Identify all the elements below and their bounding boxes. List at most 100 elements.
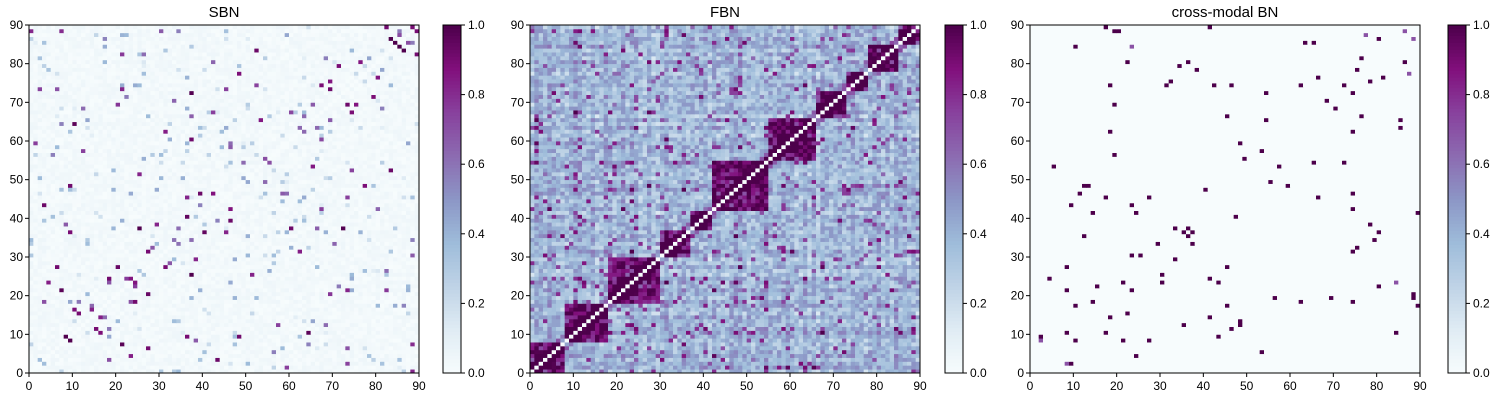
heatmap-cell bbox=[358, 226, 363, 230]
heatmap-cell bbox=[129, 346, 134, 350]
heatmap-cell bbox=[185, 346, 190, 350]
heatmap-cell bbox=[194, 280, 199, 284]
heatmap-cell bbox=[142, 230, 147, 234]
heatmap-cell bbox=[393, 272, 398, 276]
heatmap-cell bbox=[302, 296, 307, 300]
heatmap-cell bbox=[289, 350, 294, 354]
heatmap-cell bbox=[29, 234, 34, 238]
heatmap-cell bbox=[337, 276, 342, 280]
heatmap-cell bbox=[168, 334, 173, 338]
heatmap-cell bbox=[202, 300, 207, 304]
heatmap-cell bbox=[185, 280, 190, 284]
heatmap-cell bbox=[389, 315, 394, 319]
heatmap-cell bbox=[211, 334, 216, 338]
heatmap-cell bbox=[285, 288, 290, 292]
heatmap-cell bbox=[129, 245, 134, 249]
heatmap-cell bbox=[254, 342, 259, 346]
heatmap-cell bbox=[341, 296, 346, 300]
heatmap-cell bbox=[410, 203, 415, 207]
heatmap-cell bbox=[319, 354, 324, 358]
heatmap-cell bbox=[137, 276, 142, 280]
heatmap-cell bbox=[29, 338, 34, 342]
heatmap-cell bbox=[185, 350, 190, 354]
heatmap-cell bbox=[332, 315, 337, 319]
heatmap-cell bbox=[298, 207, 303, 211]
heatmap-cell bbox=[64, 230, 69, 234]
heatmap-cell bbox=[55, 292, 60, 296]
heatmap-cell bbox=[380, 350, 385, 354]
heatmap-cell bbox=[38, 361, 43, 365]
heatmap-cell bbox=[350, 292, 355, 296]
heatmap-cell bbox=[120, 257, 125, 261]
heatmap-cell bbox=[224, 280, 229, 284]
heatmap-cell bbox=[211, 191, 216, 195]
heatmap-cell bbox=[98, 249, 103, 253]
heatmap-cell bbox=[111, 172, 116, 176]
heatmap-cell bbox=[337, 195, 342, 199]
heatmap-cell bbox=[133, 242, 138, 246]
heatmap-cell bbox=[42, 199, 47, 203]
heatmap-cell bbox=[120, 226, 125, 230]
heatmap-cell bbox=[237, 203, 242, 207]
heatmap-cell bbox=[389, 272, 394, 276]
heatmap-cell bbox=[298, 296, 303, 300]
heatmap-cell bbox=[298, 180, 303, 184]
heatmap-cell bbox=[103, 303, 108, 307]
heatmap-cell bbox=[259, 249, 264, 253]
heatmap-cell bbox=[142, 187, 147, 191]
heatmap-cell bbox=[64, 334, 69, 338]
heatmap-cell bbox=[376, 168, 381, 172]
heatmap-cell bbox=[103, 319, 108, 323]
heatmap-cell bbox=[363, 214, 368, 218]
heatmap-cell bbox=[181, 300, 186, 304]
heatmap-cell bbox=[194, 195, 199, 199]
heatmap-cell bbox=[237, 242, 242, 246]
heatmap-cell bbox=[133, 180, 138, 184]
heatmap-cell bbox=[142, 222, 147, 226]
heatmap-cell bbox=[59, 284, 64, 288]
heatmap-cell bbox=[111, 218, 116, 222]
heatmap-cell bbox=[259, 276, 264, 280]
heatmap-cell bbox=[194, 292, 199, 296]
heatmap-cell bbox=[72, 276, 77, 280]
heatmap-cell bbox=[376, 296, 381, 300]
heatmap-cell bbox=[29, 249, 34, 253]
heatmap-cell bbox=[397, 164, 402, 168]
heatmap-cell bbox=[129, 242, 134, 246]
heatmap-cell bbox=[176, 172, 181, 176]
heatmap-cell bbox=[332, 222, 337, 226]
heatmap-cell bbox=[358, 311, 363, 315]
heatmap-cell bbox=[155, 361, 160, 365]
heatmap-cell bbox=[298, 199, 303, 203]
heatmap-cell bbox=[298, 214, 303, 218]
heatmap-cell bbox=[233, 276, 238, 280]
heatmap-cell bbox=[85, 300, 90, 304]
heatmap-cell bbox=[254, 214, 259, 218]
heatmap-cell bbox=[228, 176, 233, 180]
heatmap-cell bbox=[354, 245, 359, 249]
heatmap-cell bbox=[363, 365, 368, 369]
heatmap-cell bbox=[124, 257, 129, 261]
heatmap-cell bbox=[29, 269, 34, 273]
heatmap-cell bbox=[85, 269, 90, 273]
heatmap-cell bbox=[116, 280, 121, 284]
heatmap-cell bbox=[293, 300, 298, 304]
heatmap-cell bbox=[120, 365, 125, 369]
heatmap-cell bbox=[367, 303, 372, 307]
heatmap-cell bbox=[393, 269, 398, 273]
heatmap-cell bbox=[211, 242, 216, 246]
heatmap-cell bbox=[237, 226, 242, 230]
heatmap-cell bbox=[133, 303, 138, 307]
heatmap-cell bbox=[233, 207, 238, 211]
heatmap-cell bbox=[207, 280, 212, 284]
heatmap-cell bbox=[202, 226, 207, 230]
heatmap-cell bbox=[241, 280, 246, 284]
heatmap-cell bbox=[163, 315, 168, 319]
heatmap-cell bbox=[328, 265, 333, 269]
heatmap-cell bbox=[328, 292, 333, 296]
heatmap-cell bbox=[133, 245, 138, 249]
heatmap-cell bbox=[324, 288, 329, 292]
heatmap-cell bbox=[267, 230, 272, 234]
heatmap-cell bbox=[55, 211, 60, 215]
heatmap-cell bbox=[137, 365, 142, 369]
